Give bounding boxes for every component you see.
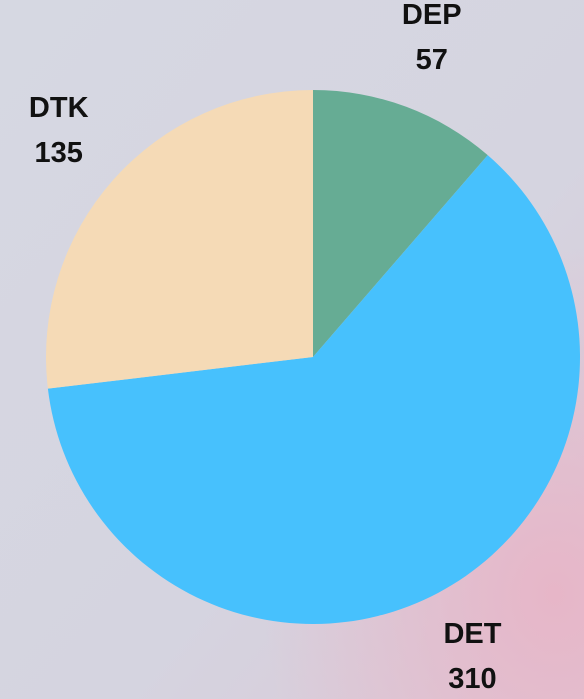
slice-label: DTK <box>29 92 89 124</box>
pie-slice <box>313 90 488 357</box>
pie-slice <box>45 90 313 389</box>
slice-value: 310 <box>448 663 496 695</box>
slice-value: 57 <box>416 44 448 76</box>
slice-label: DET <box>443 618 501 650</box>
pie-slice <box>47 155 580 624</box>
slice-value: 135 <box>35 137 83 169</box>
slice-label: DEP <box>402 0 462 31</box>
